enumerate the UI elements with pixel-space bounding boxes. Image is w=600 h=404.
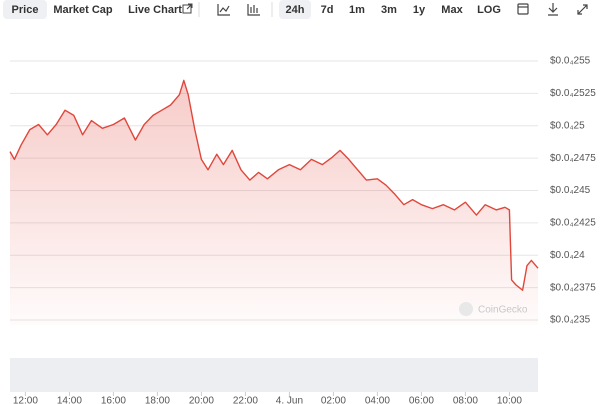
x-tick-label: 12:00 (13, 396, 38, 404)
tab[interactable]: Live Chart (128, 4, 182, 16)
range-button[interactable]: 1m (349, 4, 365, 16)
watermark-logo (459, 302, 473, 316)
watermark: CoinGecko (478, 305, 528, 316)
price-area (10, 80, 538, 326)
expand-icon[interactable] (577, 4, 588, 15)
x-tick-label: 10:00 (497, 396, 522, 404)
x-tick-label: 08:00 (453, 396, 478, 404)
y-tick-label: $0.0₄2375 (550, 282, 596, 293)
range-button[interactable]: 1y (413, 4, 426, 16)
range-button[interactable]: LOG (477, 4, 501, 16)
tab[interactable]: Market Cap (53, 4, 113, 16)
y-tick-label: $0.0₄2425 (550, 218, 596, 229)
y-tick-label: $0.0₄24 (550, 250, 585, 261)
x-tick-label: 20:00 (189, 396, 214, 404)
range-button[interactable]: 7d (321, 4, 334, 16)
volume-strip (10, 358, 538, 392)
range-button[interactable]: 3m (381, 4, 397, 16)
y-tick-label: $0.0₄25 (550, 120, 585, 131)
x-tick-label: 06:00 (409, 396, 434, 404)
range-button[interactable]: Max (441, 4, 463, 16)
tab-active-bg (3, 0, 47, 19)
candle-chart-icon[interactable] (247, 4, 260, 16)
y-tick-label: $0.0₄255 (550, 56, 591, 67)
x-tick-label: 4. Jun (276, 396, 303, 404)
x-tick-label: 18:00 (145, 396, 170, 404)
price-line (9, 79, 539, 291)
x-tick-label: 04:00 (365, 396, 390, 404)
x-tick-label: 22:00 (233, 396, 258, 404)
external-link-icon (182, 3, 193, 14)
download-icon[interactable] (548, 3, 558, 16)
tab[interactable]: Price (12, 4, 39, 16)
range-active-bg (279, 0, 311, 19)
range-button[interactable]: 24h (286, 4, 305, 16)
x-tick-label: 02:00 (321, 396, 346, 404)
x-tick-label: 16:00 (101, 396, 126, 404)
y-tick-label: $0.0₄2525 (550, 88, 596, 99)
line-chart-icon[interactable] (217, 4, 230, 16)
y-tick-label: $0.0₄235 (550, 315, 591, 326)
calendar-icon[interactable] (517, 3, 529, 15)
y-tick-label: $0.0₄2475 (550, 153, 596, 164)
y-tick-label: $0.0₄245 (550, 185, 591, 196)
x-tick-label: 14:00 (57, 396, 82, 404)
